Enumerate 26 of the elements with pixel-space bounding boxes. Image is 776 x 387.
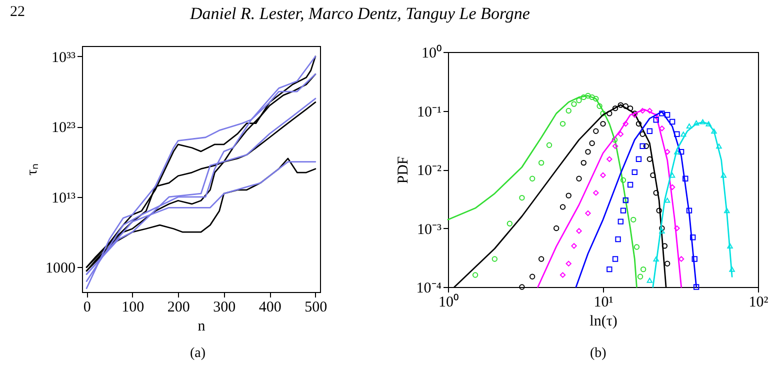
y-tick-label: 10⁰ <box>422 44 442 62</box>
x-tick-label: 200 <box>167 300 190 316</box>
text: Daniel R. Lester, Marco Dentz, Tanguy Le Borgne <box>190 4 530 24</box>
y-tick-label: 10⁻³ <box>417 222 442 238</box>
y-tick-label: 10⁻² <box>417 163 442 179</box>
x-tick-label: 500 <box>304 300 328 316</box>
x-tick-label: 10¹ <box>594 294 614 310</box>
y-tick-label: 10²³ <box>52 120 76 136</box>
y-tick-label: 10⁻⁴ <box>416 280 442 296</box>
y-tick-label: 10⁻¹ <box>417 104 442 120</box>
text: (b) <box>590 346 606 362</box>
y-tick-label: 10¹³ <box>52 190 76 206</box>
y-axis-title: τₙ <box>24 163 40 176</box>
x-tick-label: 10⁰ <box>438 294 458 310</box>
x-tick-label: 10² <box>748 294 769 310</box>
y-axis-title: PDF <box>395 156 412 184</box>
y-tick-label: 1000 <box>46 260 76 277</box>
x-tick-label: 400 <box>258 300 282 316</box>
x-axis-title: n <box>198 318 206 334</box>
y-tick-label: 10³³ <box>52 50 76 66</box>
x-tick-label: 100 <box>122 300 144 316</box>
x-tick-label: 0 <box>83 300 91 316</box>
text: (a) <box>190 346 206 362</box>
x-tick-label: 300 <box>213 300 236 316</box>
x-axis-title: ln(τ) <box>590 314 618 330</box>
text: 22 <box>10 4 25 21</box>
